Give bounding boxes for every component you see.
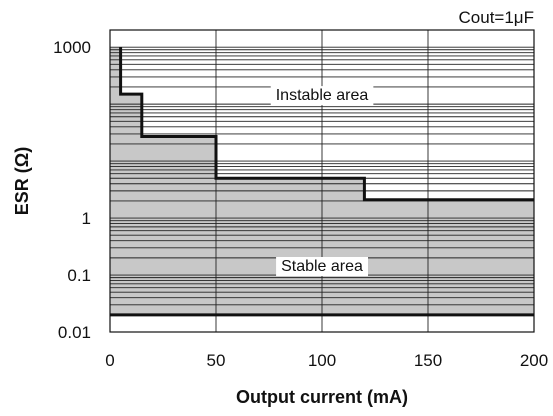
x-axis-label: Output current (mA): [236, 387, 408, 407]
instable-area-label: Instable area: [270, 86, 374, 106]
y-tick-label: 1: [82, 209, 91, 228]
y-tick-label: 0.1: [67, 266, 91, 285]
y-tick-label: 0.01: [58, 323, 91, 342]
x-tick-label: 0: [105, 351, 114, 370]
boundary-lines: [110, 47, 534, 317]
region-label-background: [270, 86, 374, 106]
y-tick-label: 1000: [53, 38, 91, 57]
region-label-text: Stable area: [281, 258, 363, 275]
stability-boundary-line: [119, 47, 534, 202]
plot-frame: [109, 29, 535, 333]
stable-area-label: Stable area: [276, 256, 369, 276]
x-tick-label: 200: [520, 351, 548, 370]
x-tick-label: 150: [414, 351, 442, 370]
x-tick-labels: 0 50 100 150 200: [105, 351, 548, 370]
x-tick-label: 100: [308, 351, 336, 370]
region-label-background: [276, 256, 369, 276]
annotation-cout: Cout=1μF: [459, 8, 534, 27]
region-labels: Instable area Stable area: [270, 86, 374, 276]
grid-lines: [110, 30, 534, 332]
x-tick-label: 50: [207, 351, 226, 370]
y-tick-labels: 0.01 0.1 1 1000: [53, 38, 91, 342]
region-label-text: Instable area: [276, 87, 369, 104]
y-axis-label: ESR (Ω): [12, 147, 32, 215]
